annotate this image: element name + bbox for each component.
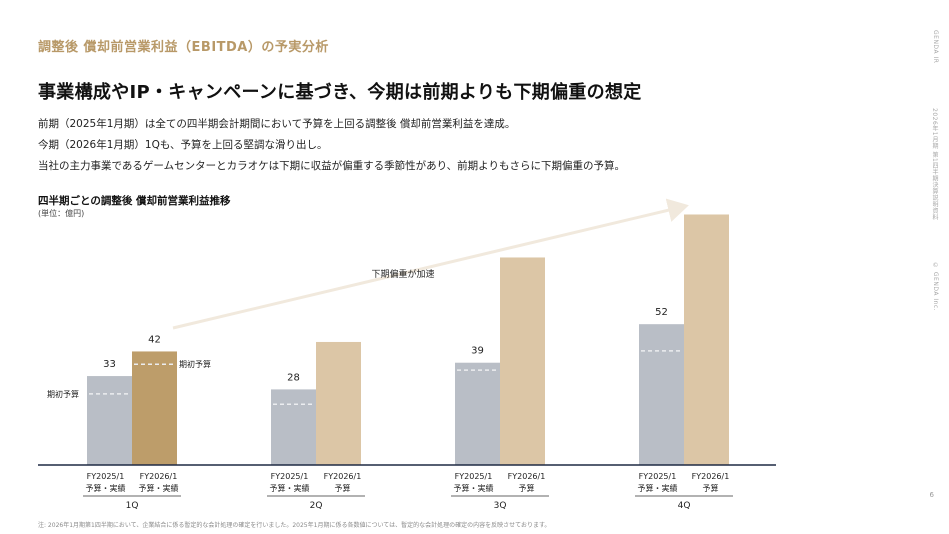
body-line-2: 今期（2026年1月期）1Qも、予算を上回る堅調な滑り出し。 xyxy=(38,139,328,151)
bar-fy2025-2Q xyxy=(271,389,316,465)
bar-fy2026-1Q xyxy=(132,351,177,465)
value-label-fy2025-4Q: 52 xyxy=(655,307,668,318)
body-line-3: 当社の主力事業であるゲームセンターとカラオケは下期に収益が偏重する季節性があり、… xyxy=(38,160,625,172)
tick-fy2025-year-2Q: FY2025/1 xyxy=(271,472,309,481)
tick-fy2025-kind-1Q: 予算・実績 xyxy=(86,483,126,493)
section-title: 調整後 償却前営業利益（EBITDA）の予実分析 xyxy=(38,40,329,55)
side-text-copyright: © GENDA Inc. xyxy=(932,262,939,312)
tick-fy2025-kind-3Q: 予算・実績 xyxy=(454,483,494,493)
chart-title: 四半期ごとの調整後 償却前営業利益推移 xyxy=(38,195,231,207)
value-label-fy2025-2Q: 28 xyxy=(287,372,300,383)
group-label-3Q: 3Q xyxy=(494,501,507,511)
group-label-4Q: 4Q xyxy=(678,501,691,511)
initial-budget-label-fy2026: 期初予算 xyxy=(179,359,211,369)
chart-unit: (単位：億円) xyxy=(38,209,85,218)
value-label-fy2025-3Q: 39 xyxy=(471,346,484,357)
tick-fy2026-kind-4Q: 予算 xyxy=(703,483,719,493)
tick-fy2025-year-3Q: FY2025/1 xyxy=(455,472,493,481)
trend-arrow xyxy=(172,198,689,330)
bar-fy2025-3Q xyxy=(455,362,500,465)
value-label-fy2026-1Q: 42 xyxy=(148,334,161,345)
tick-fy2026-kind-1Q: 予算・実績 xyxy=(139,483,179,493)
initial-budget-label-fy2025: 期初予算 xyxy=(47,389,79,399)
tick-fy2026-year-3Q: FY2026/1 xyxy=(508,472,546,481)
group-label-2Q: 2Q xyxy=(310,501,323,511)
bar-fy2025-4Q xyxy=(639,324,684,465)
footnote: 注: 2026年1月期第1四半期において、企業結合に係る暫定的な会計処理の確定を… xyxy=(38,522,551,529)
tick-fy2026-year-2Q: FY2026/1 xyxy=(324,472,362,481)
tick-fy2026-year-1Q: FY2026/1 xyxy=(140,472,178,481)
tick-fy2025-kind-2Q: 予算・実績 xyxy=(270,483,310,493)
headline: 事業構成やIP・キャンペーンに基づき、今期は前期よりも下期偏重の想定 xyxy=(38,82,642,103)
tick-fy2025-kind-4Q: 予算・実績 xyxy=(638,483,678,493)
bar-fy2026-2Q xyxy=(316,341,361,465)
tick-fy2026-kind-2Q: 予算 xyxy=(335,483,351,493)
bar-fy2026-4Q xyxy=(684,214,729,465)
tick-fy2025-year-1Q: FY2025/1 xyxy=(87,472,125,481)
body-line-1: 前期（2025年1月期）は全ての四半期会計期間において予算を上回る調整後 償却前… xyxy=(38,118,516,130)
bar-fy2026-3Q xyxy=(500,257,545,465)
page-number: 6 xyxy=(929,491,934,499)
side-text-brand: GENDA IR xyxy=(932,30,939,64)
side-text-document: 2026年1月期 第1四半期決算説明資料 xyxy=(931,108,938,221)
group-label-1Q: 1Q xyxy=(126,501,139,511)
value-label-fy2025-1Q: 33 xyxy=(103,359,116,370)
tick-fy2026-year-4Q: FY2026/1 xyxy=(692,472,730,481)
tick-fy2026-kind-3Q: 予算 xyxy=(519,483,535,493)
tick-fy2025-year-4Q: FY2025/1 xyxy=(639,472,677,481)
trend-label: 下期偏重が加速 xyxy=(371,268,434,280)
bar-fy2025-1Q xyxy=(87,376,132,465)
